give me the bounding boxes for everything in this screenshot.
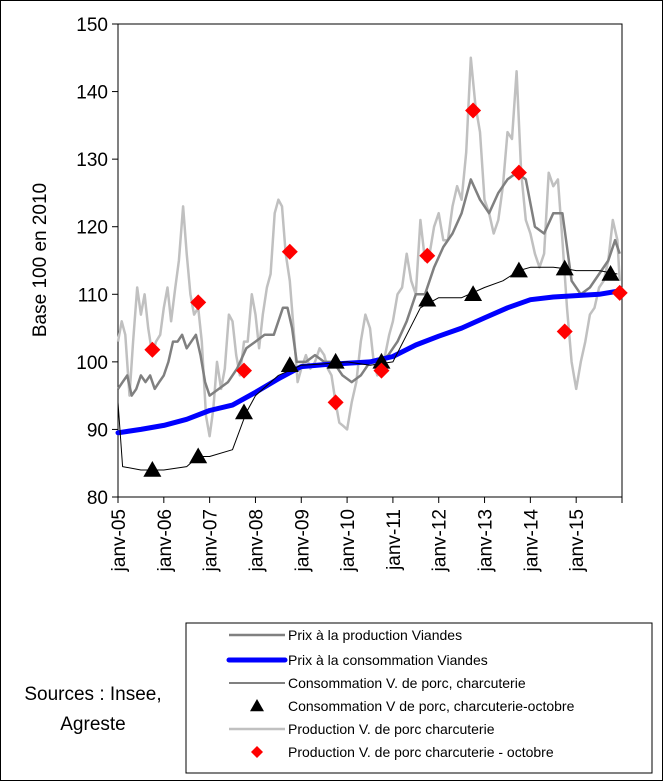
y-tick-label: 150 [76,15,108,36]
legend-item-3-symbol [250,699,264,712]
series-5-marker [144,341,161,358]
legend-box [185,622,653,774]
y-tick-label: 110 [78,285,108,306]
series-5-marker [190,294,207,311]
x-tick-label: janv-10 [338,509,359,572]
series-3-marker [601,265,620,281]
series-3-marker [326,352,345,369]
y-tick-label: 140 [76,83,108,104]
sources-line-1: Sources : Insee, [24,684,161,705]
legend-item-0-label: Prix à la production Viandes [288,627,462,643]
series-3-marker [372,352,391,369]
x-tick-label: janv-05 [109,509,130,572]
series-3-marker [555,259,574,276]
series-3-marker [143,460,162,477]
legend-item-1-label: Prix à la consommation Viandes [288,652,488,668]
series-5-marker [611,284,628,301]
plot-border [117,23,623,498]
x-tick-label: janv-08 [246,509,267,572]
series-3-marker [189,447,208,464]
series-3-marker [418,290,437,307]
series-3-marker [509,261,528,278]
series-0-line [116,171,621,397]
x-tick-label: janv-13 [476,509,497,572]
series-3-marker [280,356,299,372]
series-1-line [115,288,623,436]
y-tick-label: 120 [76,218,108,239]
series-3-marker [235,403,253,420]
legend-item-3-label: Consommation V de porc, charcuterie-octo… [288,698,575,714]
y-tick-label: 90 [87,420,108,441]
x-tick-label: janv-07 [201,509,222,572]
series-5-marker [236,362,252,379]
x-tick-label: janv-09 [292,509,313,572]
y-axis-label: Base 100 en 2010 [30,183,51,337]
series-5-marker [556,323,573,340]
plot-area: 80 90 100 110 120 130 140 150 janv-05 janv-06 janv… [76,15,628,573]
series-5-marker [465,102,482,119]
y-tick-label: 80 [87,488,108,509]
legend-item-5-label: Production V. de porc charcuterie - octo… [288,744,554,760]
sources-line-2: Agreste [60,714,125,735]
x-tick-label: janv-14 [521,509,542,573]
y-tick-label: 130 [76,150,108,171]
x-tick-label: janv-06 [155,509,176,572]
series-3-marker [464,285,483,302]
x-tick-label: janv-12 [430,509,451,572]
x-tick-label: janv-15 [567,509,588,572]
legend: Prix à la production Viandes Prix à la co… [185,622,653,774]
series-5-marker [510,164,527,181]
series-5-marker [419,247,436,264]
series-4-line [116,56,621,438]
series-5-marker [327,394,344,411]
x-tick-label: janv-11 [384,509,405,571]
y-tick-label: 100 [76,353,108,374]
legend-item-2-label: Consommation V. de porc, charcuterie [288,675,526,691]
legend-item-4-label: Production V. de porc charcuterie [288,721,495,737]
series-5-marker [281,243,298,260]
series-5-marker [373,362,390,379]
legend-item-5-symbol [251,746,263,758]
